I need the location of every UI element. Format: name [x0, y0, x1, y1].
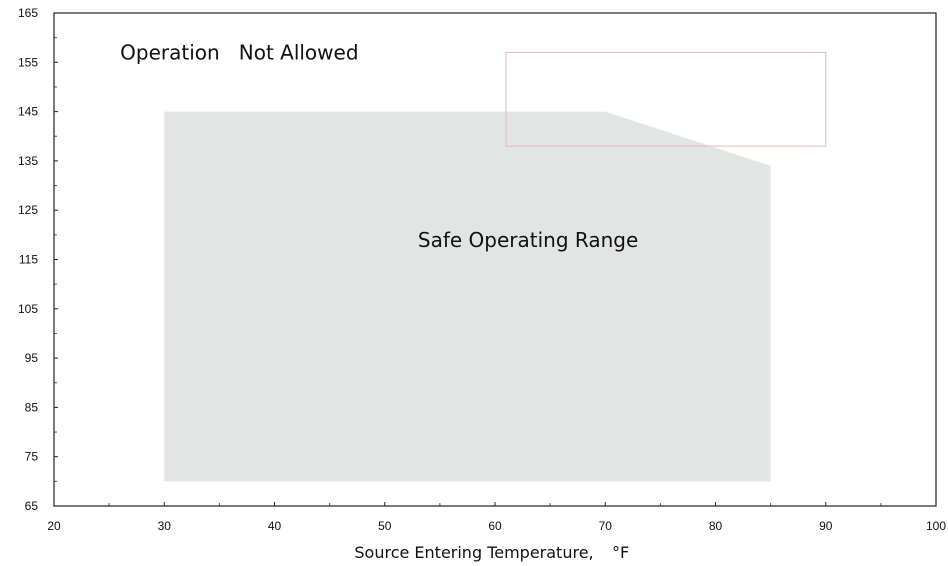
x-axis-ticks: 20 30 40 50 60 70 80 90 100 [47, 502, 946, 533]
safe-operating-range-label: Safe Operating Range [418, 228, 638, 252]
y-axis-ticks: 65 75 85 95 105 115 125 135 145 155 165 [18, 6, 58, 513]
y-tick-label: 125 [18, 203, 38, 217]
y-tick-label: 165 [18, 6, 38, 20]
x-axis-unit: °F [612, 543, 629, 562]
y-tick-label: 95 [25, 351, 39, 365]
x-tick-label: 80 [709, 519, 723, 533]
y-tick-label: 135 [18, 154, 38, 168]
y-tick-label: 105 [18, 302, 38, 316]
x-tick-label: 60 [488, 519, 502, 533]
x-tick-label: 70 [599, 519, 613, 533]
y-tick-label: 85 [25, 400, 39, 414]
y-tick-label: 75 [25, 450, 39, 464]
x-tick-label: 100 [926, 519, 946, 533]
x-tick-label: 50 [378, 519, 392, 533]
x-axis-title: Source Entering Temperature, [354, 543, 593, 562]
y-tick-label: 155 [18, 55, 38, 69]
x-tick-label: 30 [158, 519, 172, 533]
y-tick-label: 65 [25, 499, 39, 513]
highlight-box [505, 51, 827, 147]
safe-operating-region [164, 111, 771, 482]
x-tick-label: 90 [819, 519, 833, 533]
y-tick-label: 145 [18, 105, 38, 119]
y-tick-label: 115 [19, 253, 38, 267]
operation-not-allowed-label: Operation Not Allowed [120, 40, 358, 64]
plot-frame [53, 12, 937, 507]
x-tick-label: 20 [47, 519, 61, 533]
x-tick-label: 40 [268, 519, 282, 533]
